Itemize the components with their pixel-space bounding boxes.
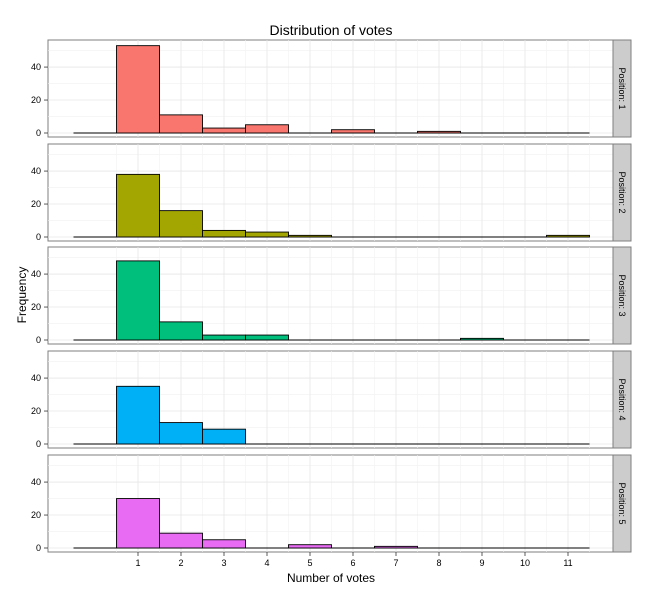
- y-tick-label: 40: [31, 477, 41, 487]
- histogram-bar: [245, 124, 289, 134]
- histogram-bar: [202, 539, 246, 549]
- facet-panel-1: 0 20 40 Position: 1: [31, 39, 632, 138]
- x-tick-label: 9: [479, 558, 484, 568]
- chart-title: Distribution of votes: [270, 22, 393, 38]
- histogram-bar: [288, 544, 332, 549]
- facet-strip-label: Position: 2: [617, 171, 627, 213]
- histogram-bar: [202, 428, 246, 445]
- x-tick-label: 10: [520, 558, 530, 568]
- facet-strip-label: Position: 4: [617, 378, 627, 420]
- y-tick-label: 20: [31, 406, 41, 416]
- y-tick-label: 0: [36, 128, 41, 138]
- x-tick-label: 6: [350, 558, 355, 568]
- histogram-bar: [202, 334, 246, 341]
- y-tick-label: 40: [31, 166, 41, 176]
- histogram-bar: [331, 129, 375, 134]
- facet-strip: [612, 143, 632, 242]
- x-tick-label: 4: [264, 558, 269, 568]
- y-axis-title: Frequency: [15, 267, 29, 324]
- x-axis: 1 2 3 4 5 6 7 8 9 10 11: [135, 552, 573, 568]
- histogram-bar: [288, 234, 332, 238]
- facet-panel-3: 0 20 40 Position: 3: [31, 246, 632, 345]
- histogram-bar: [116, 260, 160, 341]
- y-tick-label: 40: [31, 269, 41, 279]
- y-tick-label: 0: [36, 439, 41, 449]
- histogram-bar: [546, 234, 590, 238]
- y-tick-label: 20: [31, 199, 41, 209]
- facet-strip: [612, 454, 632, 553]
- histogram-bar: [116, 385, 160, 445]
- histogram-bar: [116, 173, 160, 238]
- y-tick-label: 20: [31, 510, 41, 520]
- histogram-bar: [159, 114, 203, 134]
- histogram-bar: [116, 498, 160, 549]
- histogram-bar: [202, 127, 246, 134]
- x-tick-label: 2: [178, 558, 183, 568]
- facet-panel-2: 0 20 40 Position: 2: [31, 143, 632, 242]
- histogram-bar: [202, 229, 246, 238]
- facet-strip: [612, 246, 632, 345]
- facet-strip: [612, 350, 632, 449]
- facet-strip: [612, 39, 632, 138]
- histogram-bar: [245, 231, 289, 238]
- facet-panel-4: 0 20 40 Position: 4: [31, 350, 632, 449]
- histogram-bar: [417, 130, 461, 134]
- y-tick-label: 20: [31, 95, 41, 105]
- histogram-bar: [159, 532, 203, 549]
- histogram-bar: [245, 334, 289, 341]
- y-tick-label: 0: [36, 232, 41, 242]
- x-tick-label: 7: [393, 558, 398, 568]
- x-tick-label: 5: [307, 558, 312, 568]
- x-tick-label: 8: [436, 558, 441, 568]
- y-tick-label: 0: [36, 543, 41, 553]
- x-tick-label: 1: [135, 558, 140, 568]
- histogram-bar: [159, 321, 203, 341]
- facet-panel-5: 0 20 40 Position: 5: [31, 454, 632, 553]
- y-tick-label: 40: [31, 62, 41, 72]
- x-tick-label: 3: [221, 558, 226, 568]
- facet-strip-label: Position: 5: [617, 482, 627, 524]
- facet-strip-label: Position: 3: [617, 274, 627, 316]
- y-tick-label: 20: [31, 302, 41, 312]
- facet-panels: 0 20 40 Position: 1 0 20 40 Position: 2 0 20 40 Pos…: [31, 39, 632, 553]
- x-tick-label: 11: [563, 558, 572, 568]
- histogram-bar: [460, 337, 504, 341]
- x-axis-title: Number of votes: [287, 571, 375, 585]
- y-tick-label: 0: [36, 335, 41, 345]
- facet-strip-label: Position: 1: [617, 67, 627, 109]
- histogram-bar: [116, 45, 160, 134]
- histogram-bar: [374, 545, 418, 549]
- histogram-bar: [159, 422, 203, 445]
- y-tick-label: 40: [31, 373, 41, 383]
- histogram-bar: [159, 210, 203, 238]
